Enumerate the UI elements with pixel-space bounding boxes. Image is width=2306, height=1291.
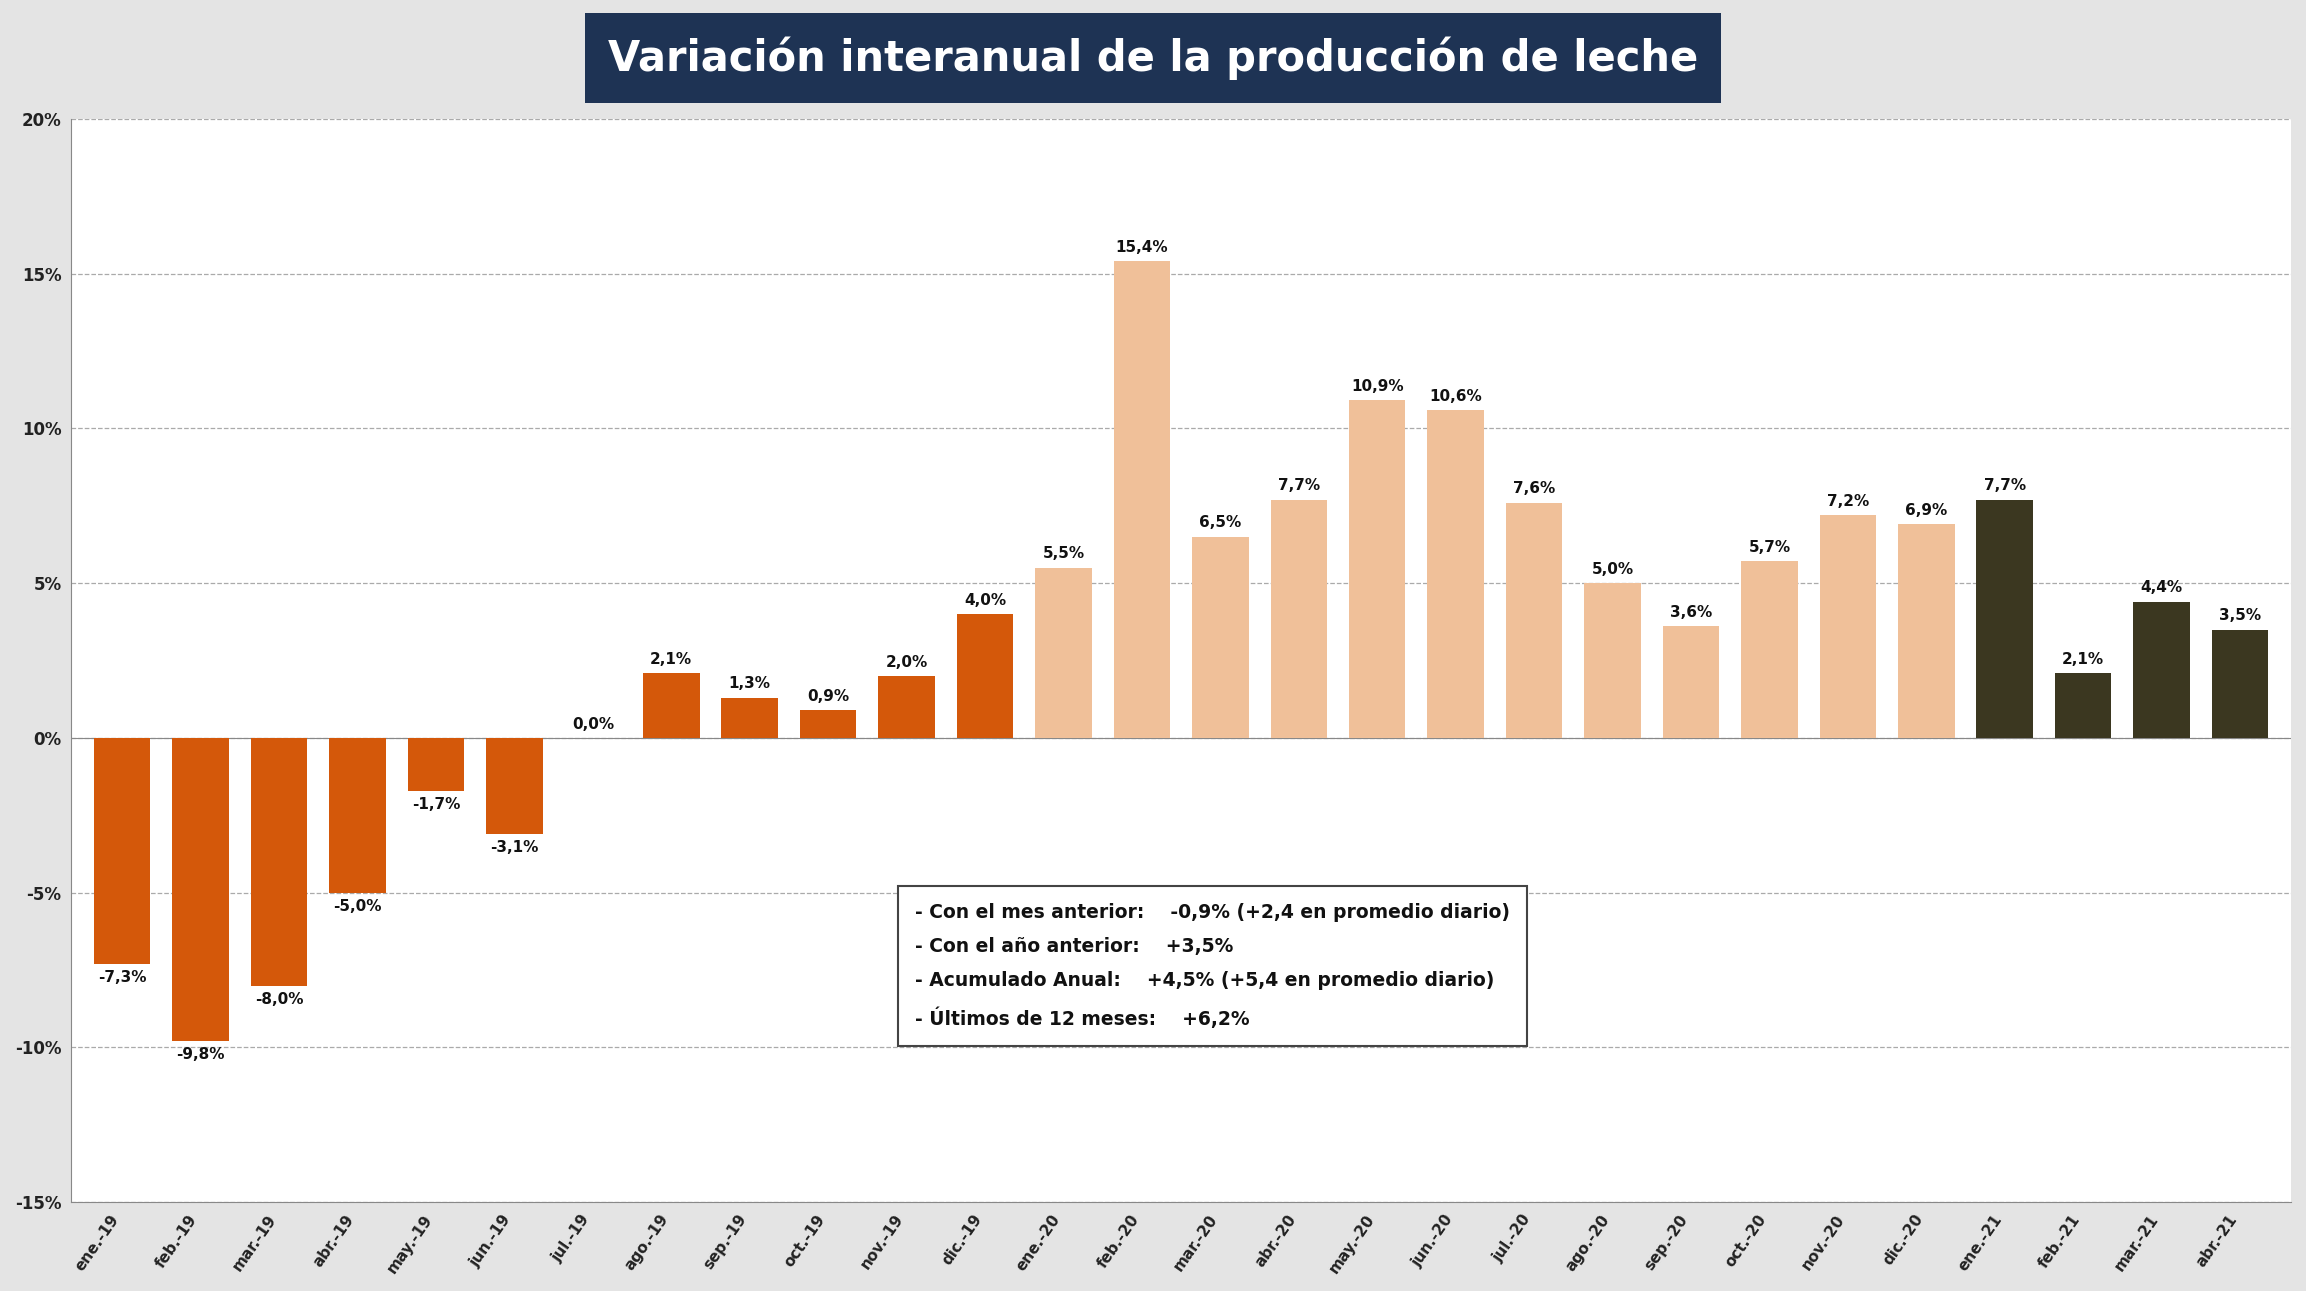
Bar	[1898, 524, 1955, 738]
Bar	[1035, 568, 1091, 738]
Bar	[2055, 673, 2112, 738]
Text: 2,1%: 2,1%	[650, 652, 692, 666]
Bar	[1114, 261, 1169, 738]
Bar	[1349, 400, 1404, 738]
Text: - Con el mes anterior:    -0,9% (+2,4 en promedio diario)
- Con el año anterior:: - Con el mes anterior: -0,9% (+2,4 en pr…	[915, 902, 1510, 1029]
Bar	[1741, 562, 1799, 738]
Bar	[957, 615, 1012, 738]
Text: 2,0%: 2,0%	[886, 655, 927, 670]
Text: -5,0%: -5,0%	[334, 899, 383, 914]
Text: 10,9%: 10,9%	[1351, 380, 1404, 394]
Bar	[800, 710, 856, 738]
Bar	[1976, 500, 2034, 738]
Bar	[2211, 630, 2269, 738]
Text: 4,0%: 4,0%	[964, 593, 1005, 608]
Bar	[1192, 537, 1248, 738]
Bar	[1819, 515, 1877, 738]
Text: 6,5%: 6,5%	[1199, 515, 1241, 531]
Bar	[722, 697, 777, 738]
Bar	[879, 676, 934, 738]
Text: 10,6%: 10,6%	[1430, 389, 1483, 404]
Text: 6,9%: 6,9%	[1905, 503, 1946, 518]
Bar	[408, 738, 464, 790]
Bar	[643, 673, 699, 738]
Text: 4,4%: 4,4%	[2140, 581, 2184, 595]
Text: 15,4%: 15,4%	[1116, 240, 1169, 256]
Text: 7,7%: 7,7%	[1983, 479, 2025, 493]
Text: -7,3%: -7,3%	[97, 970, 148, 985]
Bar	[330, 738, 385, 892]
Text: 1,3%: 1,3%	[729, 676, 770, 692]
Bar	[2133, 602, 2191, 738]
Text: 3,5%: 3,5%	[2218, 608, 2262, 624]
Bar	[1506, 502, 1563, 738]
Text: 7,2%: 7,2%	[1826, 494, 1868, 509]
Text: Variación interanual de la producción de leche: Variación interanual de la producción de…	[609, 36, 1697, 80]
Bar	[251, 738, 307, 985]
Text: 0,0%: 0,0%	[572, 717, 613, 732]
Text: 7,6%: 7,6%	[1513, 482, 1554, 497]
Text: 3,6%: 3,6%	[1670, 605, 1711, 620]
Text: -3,1%: -3,1%	[491, 840, 540, 855]
Text: 5,0%: 5,0%	[1591, 562, 1633, 577]
Text: -1,7%: -1,7%	[413, 797, 461, 812]
Text: 2,1%: 2,1%	[2062, 652, 2103, 666]
Bar	[487, 738, 542, 834]
Bar	[1663, 626, 1720, 738]
Text: -8,0%: -8,0%	[256, 991, 304, 1007]
Bar	[1271, 500, 1326, 738]
Text: 5,7%: 5,7%	[1748, 540, 1789, 555]
Text: 5,5%: 5,5%	[1042, 546, 1084, 562]
Text: 0,9%: 0,9%	[807, 689, 849, 704]
Bar	[1427, 409, 1483, 738]
Bar	[1584, 584, 1642, 738]
Bar	[173, 738, 228, 1042]
Bar	[95, 738, 150, 964]
Text: 7,7%: 7,7%	[1278, 479, 1319, 493]
Text: -9,8%: -9,8%	[175, 1047, 226, 1062]
